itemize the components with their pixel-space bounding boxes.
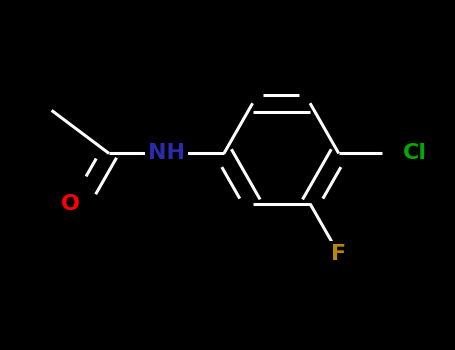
Text: F: F: [331, 244, 346, 264]
Text: NH: NH: [148, 144, 185, 163]
Text: O: O: [61, 194, 81, 214]
Text: Cl: Cl: [404, 144, 427, 163]
